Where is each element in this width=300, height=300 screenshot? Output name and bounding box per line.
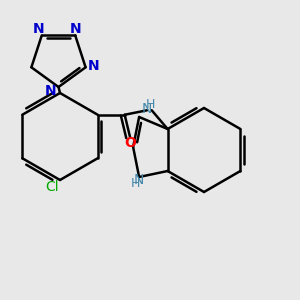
Text: N: N [134,173,144,187]
Text: N: N [69,22,81,36]
Text: N: N [87,59,99,73]
Text: Cl: Cl [46,180,59,194]
Text: H: H [146,98,155,111]
Text: N: N [142,102,152,116]
Text: O: O [124,136,136,150]
Text: N: N [45,84,57,98]
Text: H: H [131,177,140,190]
Text: N: N [32,22,44,36]
